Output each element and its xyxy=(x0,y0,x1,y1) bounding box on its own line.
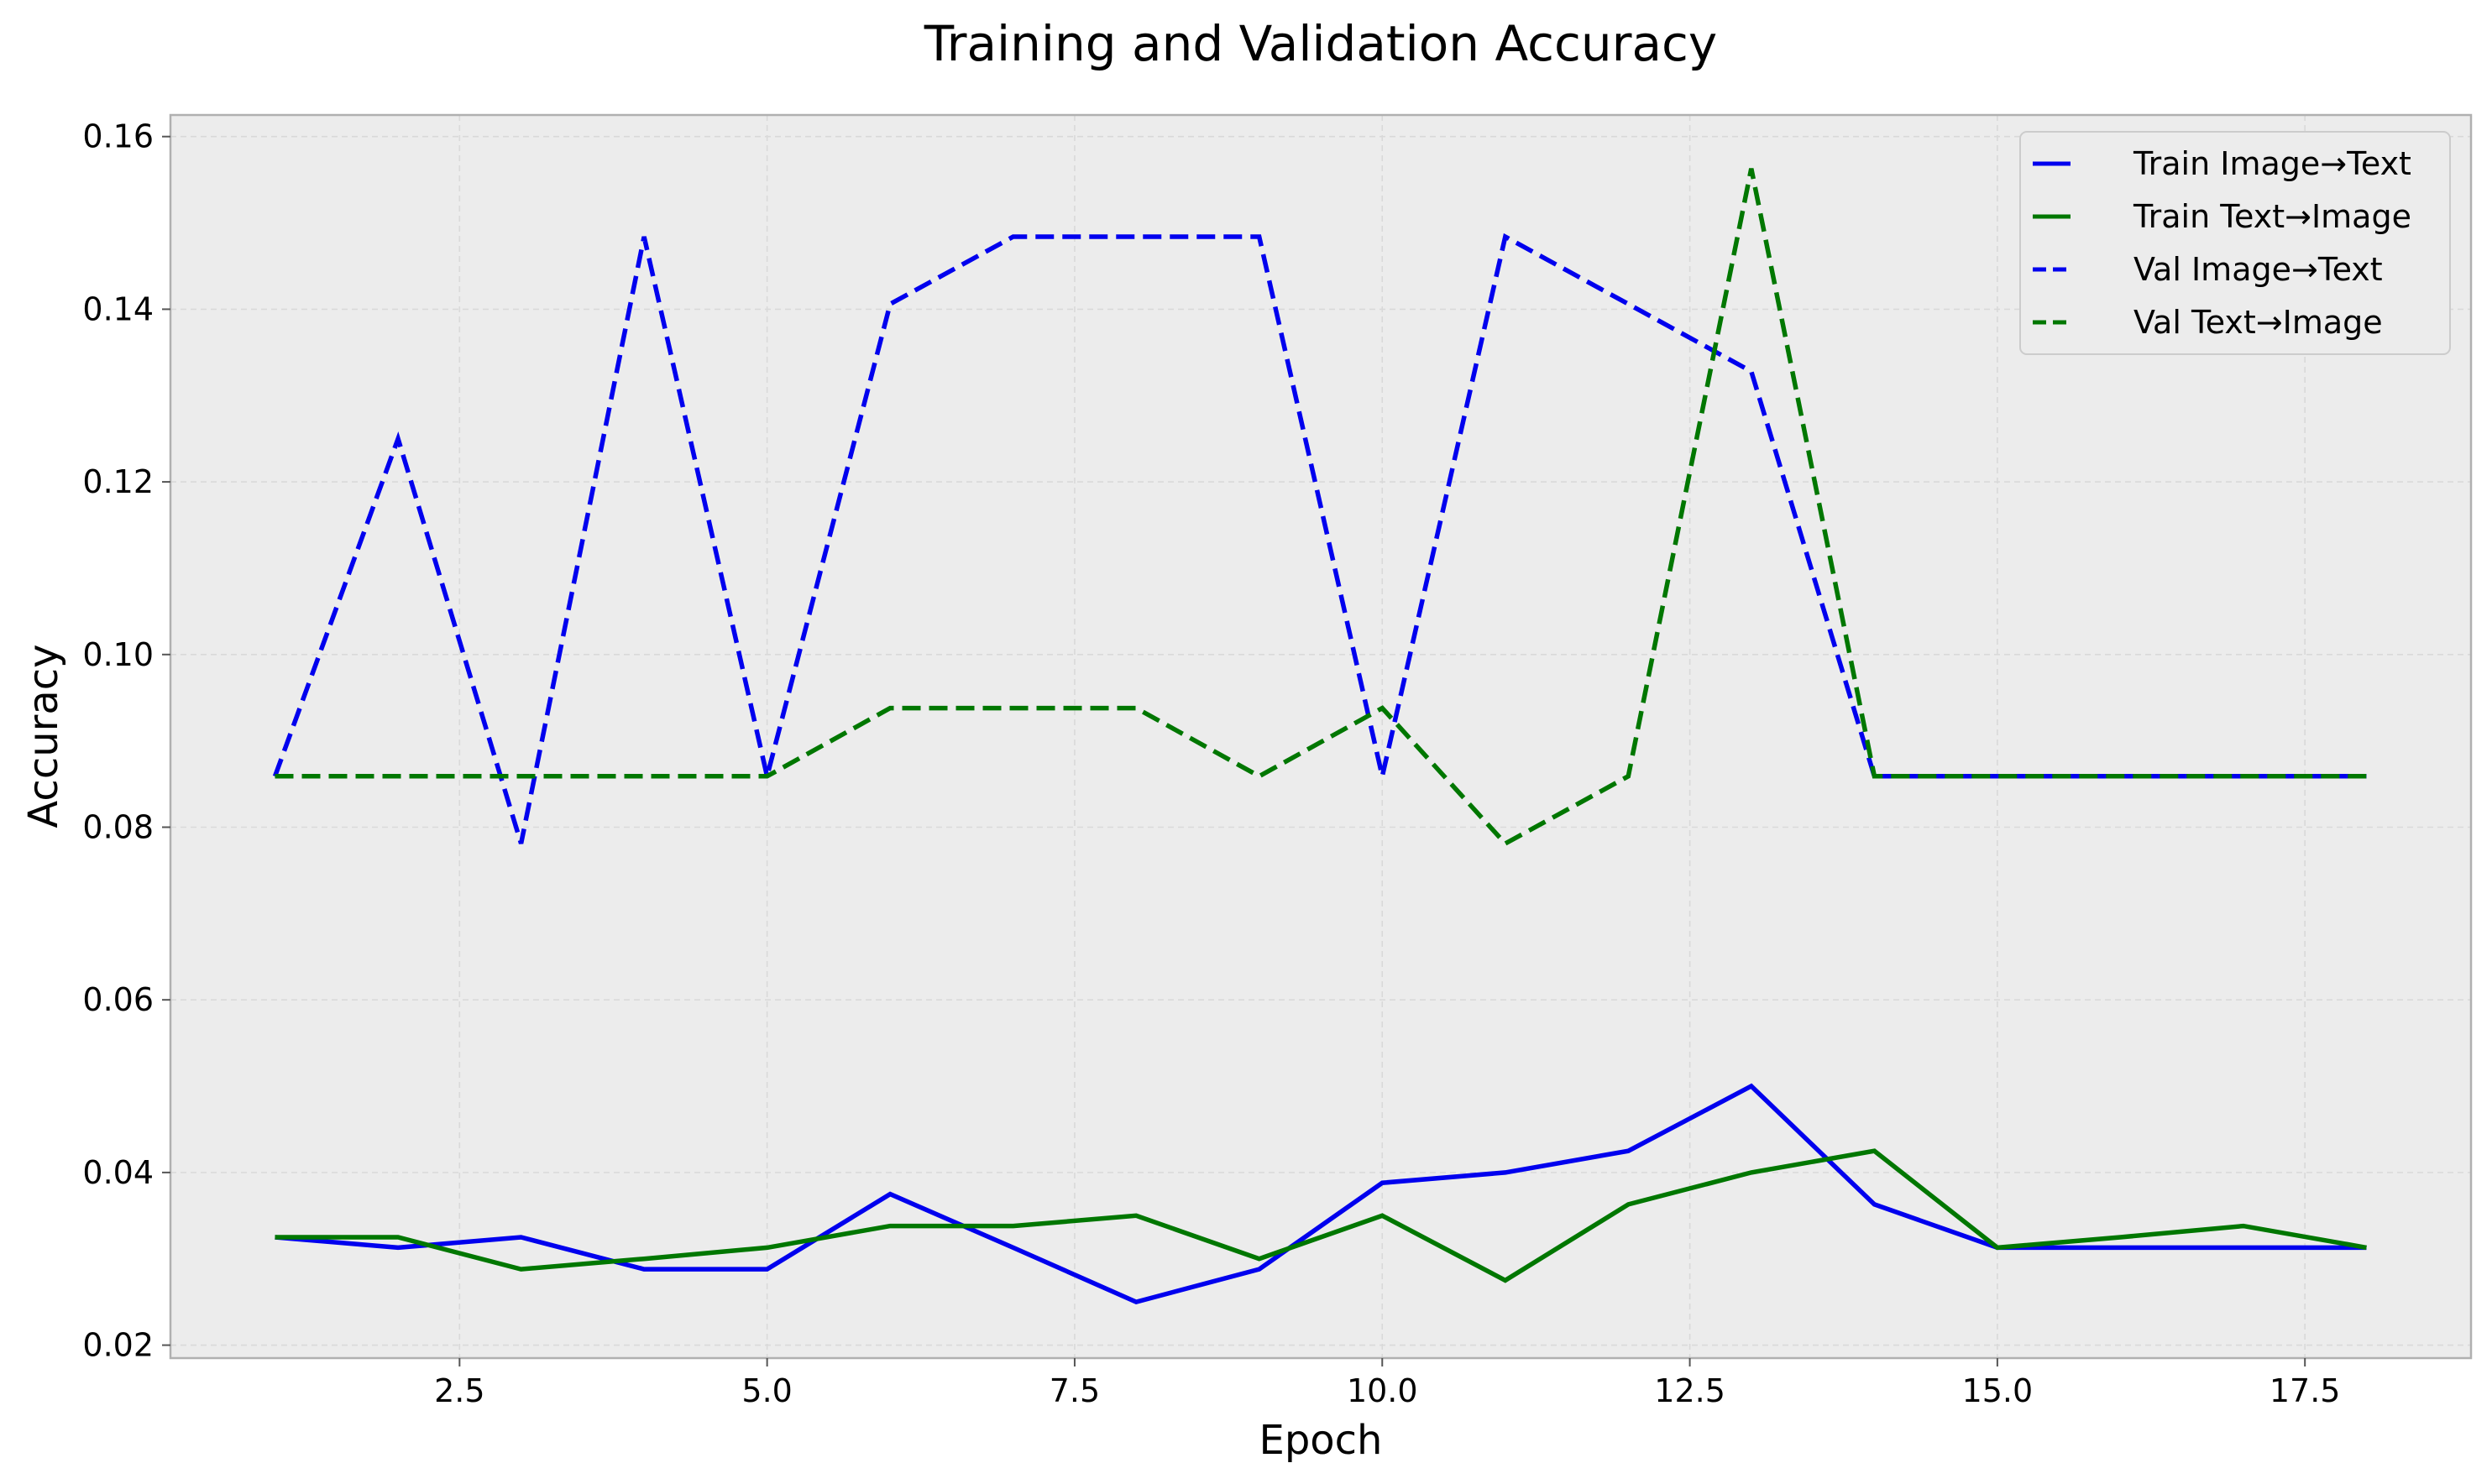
y-tick-label: 0.02 xyxy=(82,1327,154,1364)
x-axis-label: Epoch xyxy=(1259,1417,1383,1464)
y-tick-label: 0.04 xyxy=(82,1154,154,1191)
series-lines xyxy=(272,168,2367,1305)
legend-label-val-image-text: Val Image→Text xyxy=(2133,251,2383,288)
y-tick-label: 0.16 xyxy=(82,118,154,155)
chart-title: Training and Validation Accuracy xyxy=(924,15,1717,72)
axis-ticks: 2.5 5.0 7.5 10.0 12.5 15.0 17.5 0.02 0.04 0.06 0.0… xyxy=(82,118,2340,1409)
x-tick-label: 10.0 xyxy=(1347,1372,1418,1409)
series-line-train-text-image xyxy=(275,1148,2367,1283)
plot-frame xyxy=(169,113,2473,1360)
x-tick-label: 12.5 xyxy=(1654,1372,1725,1409)
x-tick-label: 2.5 xyxy=(434,1372,484,1409)
legend-label-train-image-text: Train Image→Text xyxy=(2133,145,2411,182)
y-axis-label: Accuracy xyxy=(20,644,67,828)
series-line-val-image-text xyxy=(272,233,2367,844)
y-tick-label: 0.10 xyxy=(82,636,154,673)
legend: Train Image→Text Train Text→Image Val Im… xyxy=(2019,131,2451,355)
grid xyxy=(170,115,2471,1358)
legend-label-train-text-image: Train Text→Image xyxy=(2133,198,2411,235)
legend-box xyxy=(2019,131,2451,355)
series-line-val-text-image xyxy=(275,168,2367,847)
y-tick-label: 0.06 xyxy=(82,981,154,1018)
x-tick-label: 15.0 xyxy=(1962,1372,2034,1409)
x-tick-label: 5.0 xyxy=(741,1372,792,1409)
x-tick-label: 7.5 xyxy=(1050,1372,1100,1409)
y-tick-label: 0.08 xyxy=(82,808,154,845)
y-tick-label: 0.14 xyxy=(82,290,154,327)
x-tick-label: 17.5 xyxy=(2270,1372,2341,1409)
legend-label-val-text-image: Val Text→Image xyxy=(2133,304,2383,341)
y-tick-label: 0.12 xyxy=(82,463,154,500)
